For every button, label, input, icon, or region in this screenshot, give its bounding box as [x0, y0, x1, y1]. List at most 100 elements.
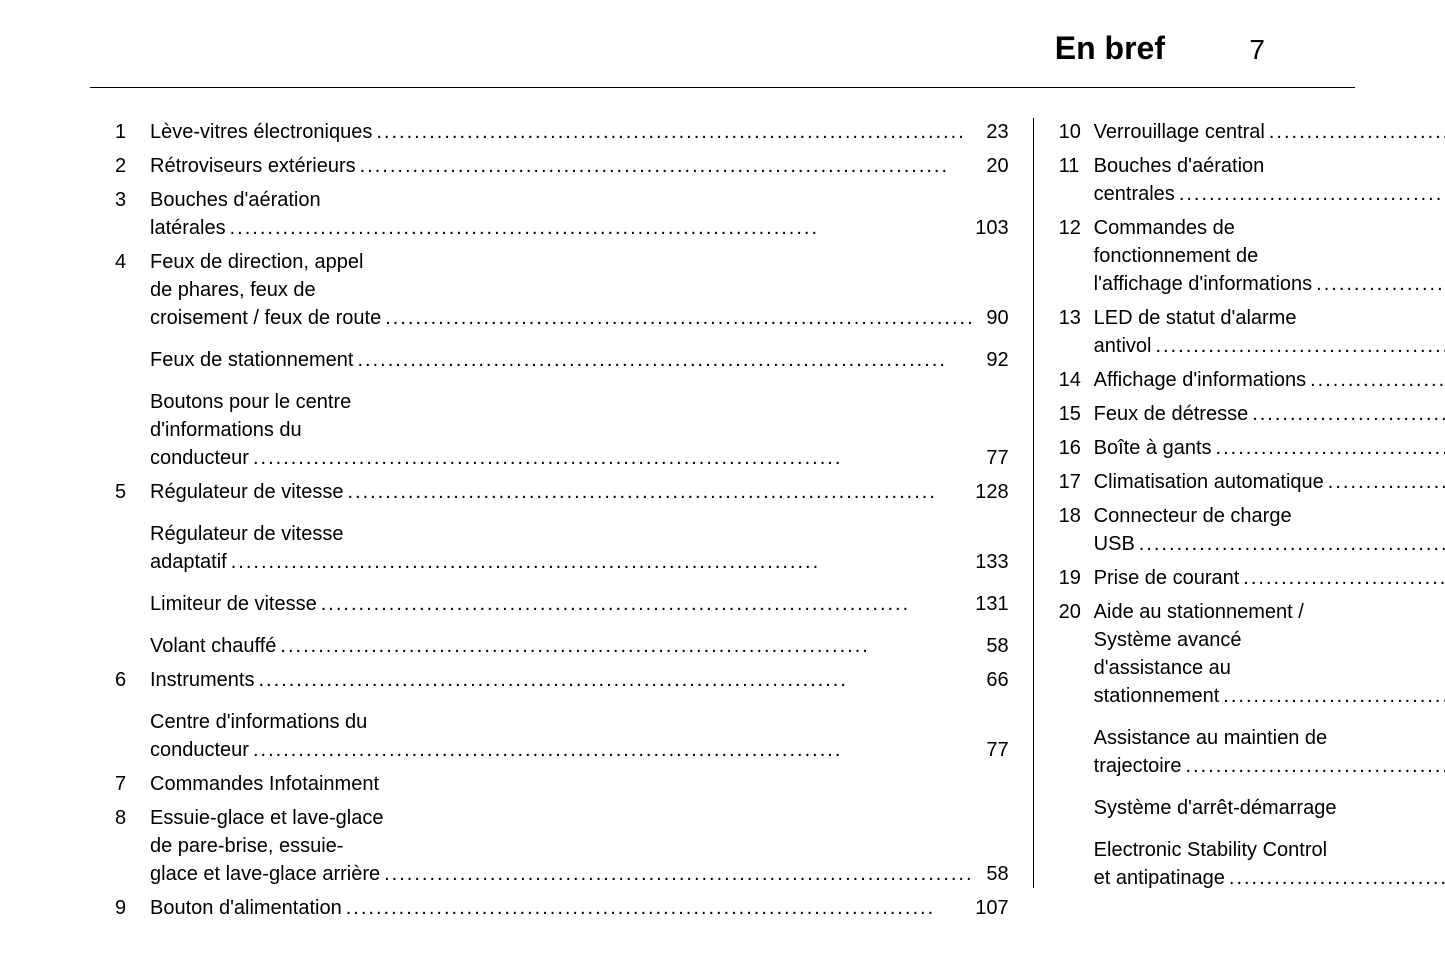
entry-line: Essuie-glace et lave-glace	[150, 804, 1009, 832]
entry-text: de pare-brise, essuie-	[150, 832, 343, 860]
entry-body: Aide au stationnement /Système avancéd'a…	[1094, 598, 1445, 710]
entry-text: Prise de courant	[1094, 564, 1240, 592]
entry-line: latérales103	[150, 214, 1009, 242]
entry-line: Régulateur de vitesse	[150, 520, 1009, 548]
toc-entry: Volant chauffé58	[115, 632, 1009, 660]
entry-text: l'affichage d'informations	[1094, 270, 1313, 298]
entry-body: Essuie-glace et lave-glacede pare-brise,…	[150, 804, 1009, 888]
header-title: En bref	[1055, 30, 1165, 67]
entry-text: stationnement	[1094, 682, 1220, 710]
entry-text: Bouches d'aération	[1094, 152, 1265, 180]
entry-number: 19	[1059, 564, 1094, 592]
toc-entry: 13LED de statut d'alarmeantivol18	[1059, 304, 1445, 360]
leader-dots	[258, 666, 974, 694]
toc-entry: Assistance au maintien detrajectoire164	[1059, 724, 1445, 780]
toc-entry: Centre d'informations duconducteur77	[115, 708, 1009, 764]
entry-text: Centre d'informations du	[150, 708, 367, 736]
entry-line: trajectoire164	[1094, 752, 1445, 780]
entry-body: LED de statut d'alarmeantivol18	[1094, 304, 1445, 360]
entry-line: conducteur77	[150, 444, 1009, 472]
entry-text: Boutons pour le centre	[150, 388, 351, 416]
entry-body: Prise de courant62	[1094, 564, 1445, 592]
leader-dots	[231, 548, 972, 576]
entry-number: 18	[1059, 502, 1094, 530]
toc-entry: 8Essuie-glace et lave-glacede pare-brise…	[115, 804, 1009, 888]
entry-line: de phares, feux de	[150, 276, 1009, 304]
page-header: En bref 7	[90, 0, 1355, 88]
entry-body: Affichage d'informations79	[1094, 366, 1445, 394]
toc-entry: 7Commandes Infotainment	[115, 770, 1009, 798]
entry-text: Feux de stationnement	[150, 346, 353, 374]
entry-page: 20	[979, 152, 1009, 180]
entry-line: Prise de courant62	[1094, 564, 1445, 592]
entry-line: LED de statut d'alarme	[1094, 304, 1445, 332]
toc-entry: 5Régulateur de vitesse128	[115, 478, 1009, 506]
entry-line: Feux de direction, appel	[150, 248, 1009, 276]
entry-number: 12	[1059, 214, 1094, 242]
leader-dots	[1269, 118, 1445, 146]
entry-line: Commandes de	[1094, 214, 1445, 242]
entry-page: 58	[979, 860, 1009, 888]
entry-body: Centre d'informations duconducteur77	[150, 708, 1009, 764]
entry-text: fonctionnement de	[1094, 242, 1259, 270]
entry-page: 131	[975, 590, 1008, 618]
toc-entry: 10Verrouillage central11	[1059, 118, 1445, 146]
entry-line: Instruments66	[150, 666, 1009, 694]
entry-line: Lève-vitres électroniques23	[150, 118, 1009, 146]
entry-line: d'assistance au	[1094, 654, 1445, 682]
leader-dots	[346, 894, 972, 922]
leader-dots	[384, 860, 975, 888]
entry-body: Verrouillage central11	[1094, 118, 1445, 146]
entry-text: Affichage d'informations	[1094, 366, 1306, 394]
toc-column: 1Lève-vitres électroniques232Rétroviseur…	[90, 118, 1034, 928]
entry-line: l'affichage d'informations79	[1094, 270, 1445, 298]
leader-dots	[357, 346, 974, 374]
entry-line: Bouches d'aération	[150, 186, 1009, 214]
entry-text: Commandes de	[1094, 214, 1235, 242]
entry-number: 10	[1059, 118, 1094, 146]
entry-number: 17	[1059, 468, 1094, 496]
entry-text: Commandes Infotainment	[150, 770, 1009, 798]
entry-line: Verrouillage central11	[1094, 118, 1445, 146]
leader-dots	[1310, 366, 1445, 394]
toc-entry: Système d'arrêt-démarrage110	[1059, 794, 1445, 822]
leader-dots	[1223, 682, 1445, 710]
entry-line: conducteur77	[150, 736, 1009, 764]
entry-text: Essuie-glace et lave-glace	[150, 804, 383, 832]
entry-number: 16	[1059, 434, 1094, 462]
entry-text: Feux de détresse	[1094, 400, 1249, 428]
toc-entry: 6Instruments66	[115, 666, 1009, 694]
leader-dots	[280, 632, 974, 660]
entry-line: Assistance au maintien de	[1094, 724, 1445, 752]
toc-entry: 19Prise de courant62	[1059, 564, 1445, 592]
leader-dots	[253, 736, 975, 764]
entry-body: Système d'arrêt-démarrage110	[1094, 794, 1445, 822]
entry-line: antivol18	[1094, 332, 1445, 360]
entry-body: Bouches d'aérationcentrales103	[1094, 152, 1445, 208]
entry-text: Limiteur de vitesse	[150, 590, 317, 618]
entry-body: Connecteur de chargeUSB62	[1094, 502, 1445, 558]
leader-dots	[230, 214, 972, 242]
entry-text: Bouches d'aération	[150, 186, 321, 214]
entry-text: Système d'arrêt-démarrage	[1094, 794, 1337, 822]
leader-dots	[1252, 400, 1445, 428]
entry-line: Connecteur de charge	[1094, 502, 1445, 530]
entry-body: Régulateur de vitesseadaptatif133	[150, 520, 1009, 576]
entry-body: Bouches d'aérationlatérales103	[150, 186, 1009, 242]
leader-dots	[321, 590, 972, 618]
entry-body: Boîte à gants49	[1094, 434, 1445, 462]
leader-dots	[1139, 530, 1445, 558]
entry-text: Feux de direction, appel	[150, 248, 363, 276]
entry-page: 77	[979, 736, 1009, 764]
entry-number: 2	[115, 152, 150, 180]
entry-text: de phares, feux de	[150, 276, 316, 304]
entry-text: trajectoire	[1094, 752, 1182, 780]
toc-entry: 9Bouton d'alimentation107	[115, 894, 1009, 922]
entry-page: 103	[975, 214, 1008, 242]
entry-number: 14	[1059, 366, 1094, 394]
entry-number: 11	[1059, 152, 1094, 180]
leader-dots	[1155, 332, 1445, 360]
entry-body: Feux de stationnement92	[150, 346, 1009, 374]
entry-text: d'assistance au	[1094, 654, 1231, 682]
toc-entry: 18Connecteur de chargeUSB62	[1059, 502, 1445, 558]
